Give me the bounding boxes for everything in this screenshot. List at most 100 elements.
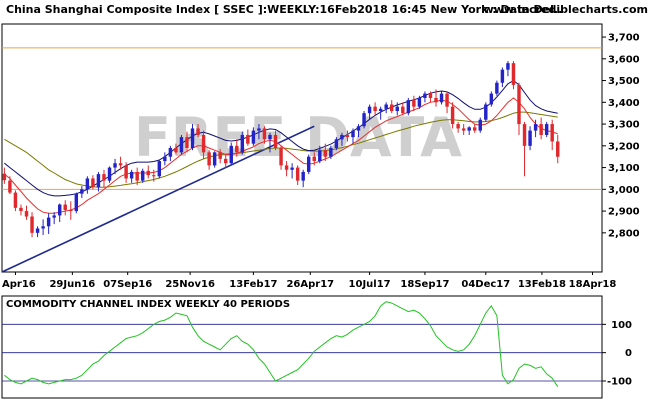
- watermark: FREE DATA: [134, 106, 462, 169]
- candle: [235, 139, 239, 157]
- price-x-tick-label: 04Dec17: [461, 279, 510, 290]
- candle: [246, 129, 250, 146]
- candle: [417, 95, 422, 109]
- candle: [262, 126, 267, 144]
- price-x-tick-label: 10Jul17: [349, 279, 391, 290]
- candle: [295, 165, 300, 185]
- candle: [229, 142, 233, 166]
- candlesticks: [2, 60, 560, 238]
- candle: [301, 169, 305, 188]
- candle: [384, 102, 388, 114]
- price-y-tick-label: 2,800: [608, 228, 640, 239]
- candle: [461, 124, 466, 135]
- candle: [113, 158, 117, 175]
- price-y-tick-label: 3,100: [608, 163, 640, 174]
- candle: [423, 91, 427, 103]
- price-x-tick-label: Apr16: [2, 279, 36, 290]
- candle: [57, 203, 62, 222]
- price-x-tick-label: 25Nov16: [165, 279, 215, 290]
- candle: [450, 102, 455, 129]
- cci-panel: COMMODITY CHANNEL INDEX WEEKLY 40 PERIOD…: [1, 295, 632, 399]
- candle: [334, 137, 339, 151]
- candle: [473, 124, 477, 133]
- candle: [517, 82, 521, 135]
- candle: [2, 167, 7, 184]
- candle: [185, 131, 189, 153]
- candle: [412, 95, 416, 112]
- candle: [351, 128, 355, 144]
- candle: [152, 169, 156, 182]
- candle: [506, 60, 510, 77]
- site-credit: www.incrediblecharts.com: [484, 3, 648, 16]
- candle: [406, 97, 411, 116]
- cci-y-tick-label: 0: [625, 348, 632, 359]
- price-y-axis: 2,800 2,900 3,000 3,100 3,200 3,300 3,400 3,500…: [602, 33, 640, 239]
- candle: [212, 151, 217, 168]
- candle: [24, 205, 29, 220]
- candle: [428, 91, 433, 103]
- candle: [500, 67, 505, 88]
- chart-title: China Shanghai Composite Index [ SSEC ]:…: [6, 3, 562, 16]
- candle: [345, 130, 350, 142]
- price-x-tick-label: 18Sep17: [400, 279, 449, 290]
- candle: [307, 154, 311, 175]
- price-x-tick-label: 13Feb18: [518, 279, 566, 290]
- trendline: [1, 125, 315, 273]
- moving-average-short: [4, 97, 558, 214]
- candle: [102, 169, 106, 188]
- price-x-axis: Apr16 29Jun16 07Sep16 25Nov16 13Feb17 26Apr17…: [2, 272, 616, 290]
- candle: [174, 143, 178, 155]
- candle: [118, 156, 123, 170]
- cci-y-axis: 100 0 -100: [602, 320, 632, 388]
- candle: [224, 154, 228, 168]
- candle: [401, 102, 405, 116]
- candle: [290, 163, 294, 179]
- candle: [107, 166, 112, 183]
- candle: [456, 121, 460, 133]
- price-y-tick-label: 3,500: [608, 76, 640, 87]
- candle: [489, 91, 494, 107]
- candle: [318, 145, 322, 164]
- candle: [395, 102, 399, 116]
- candle: [445, 91, 449, 114]
- candle: [91, 175, 95, 190]
- candle: [157, 159, 162, 179]
- candle: [251, 127, 256, 146]
- candle: [69, 201, 73, 220]
- candle: [129, 169, 134, 183]
- upper-envelope: [4, 79, 558, 197]
- candle: [46, 213, 51, 234]
- candle: [268, 132, 272, 153]
- candle: [85, 176, 90, 194]
- candle: [356, 124, 361, 138]
- candle: [312, 152, 316, 166]
- candle: [41, 219, 45, 236]
- candle: [467, 126, 471, 135]
- candle: [201, 130, 206, 159]
- candle: [96, 171, 101, 192]
- price-y-tick-label: 3,200: [608, 141, 640, 152]
- cci-y-tick-label: -100: [607, 377, 632, 388]
- price-x-tick-label: 29Jun16: [49, 279, 95, 290]
- candle: [240, 131, 245, 155]
- candle: [495, 80, 499, 96]
- candle: [63, 200, 67, 216]
- candle: [190, 124, 195, 151]
- price-x-tick-label: 07Sep16: [103, 279, 152, 290]
- candle: [539, 117, 543, 140]
- candle: [13, 190, 18, 212]
- candle: [30, 212, 34, 238]
- price-y-tick-label: 3,300: [608, 120, 640, 131]
- horizontal-lines: [2, 47, 602, 190]
- candle: [390, 100, 394, 114]
- candle: [323, 143, 328, 162]
- candle: [556, 134, 560, 164]
- cci-panel-frame: [1, 295, 603, 399]
- price-y-tick-label: 3,700: [608, 33, 640, 44]
- candle: [207, 150, 211, 170]
- candle: [279, 145, 283, 170]
- cci-y-tick-label: 100: [611, 320, 632, 331]
- price-x-tick-label: 18Apr18: [569, 279, 617, 290]
- price-panel: FREE DATA 2,800 2,900 3,000 3,100 3,200 3,300…: [1, 23, 640, 290]
